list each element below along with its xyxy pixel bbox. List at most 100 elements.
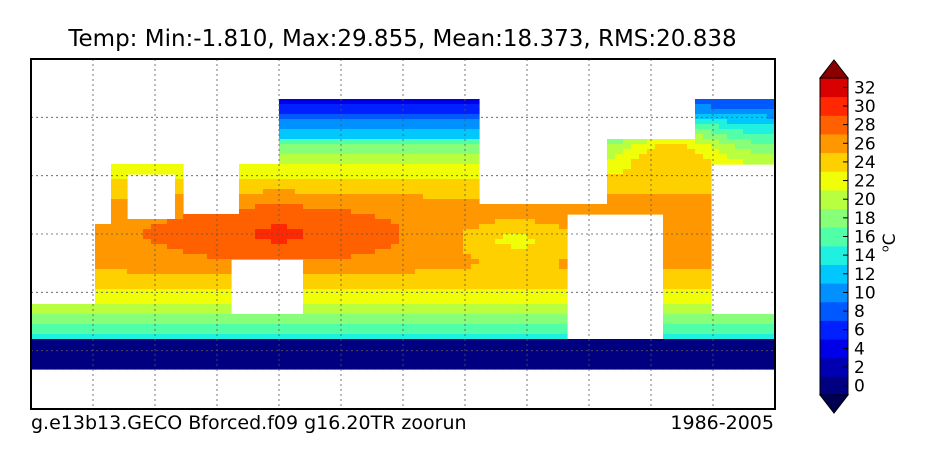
- sst-cell: [71, 349, 80, 355]
- sst-cell: [679, 244, 688, 250]
- sst-cell: [239, 164, 248, 170]
- sst-cell: [463, 129, 472, 135]
- sst-cell: [527, 339, 536, 345]
- sst-cell: [583, 359, 592, 365]
- sst-cell: [263, 334, 272, 340]
- sst-cell: [359, 264, 368, 270]
- sst-cell: [735, 119, 744, 125]
- sst-cell: [319, 99, 328, 105]
- sst-cell: [407, 194, 416, 200]
- sst-cell: [295, 124, 304, 130]
- sst-cell: [463, 359, 472, 365]
- sst-cell: [639, 174, 648, 180]
- sst-cell: [311, 139, 320, 145]
- sst-cell: [647, 364, 656, 370]
- sst-cell: [303, 129, 312, 135]
- sst-cell: [455, 284, 464, 290]
- sst-cell: [463, 204, 472, 210]
- sst-cell: [303, 284, 312, 290]
- sst-cell: [111, 219, 120, 225]
- sst-cell: [551, 299, 560, 305]
- sst-cell: [63, 359, 72, 365]
- sst-cell: [159, 284, 168, 290]
- sst-cell: [759, 124, 768, 130]
- sst-cell: [239, 224, 248, 230]
- sst-cell: [679, 359, 688, 365]
- sst-cell: [359, 289, 368, 295]
- sst-cell: [175, 304, 184, 310]
- sst-cell: [695, 264, 704, 270]
- sst-cell: [527, 244, 536, 250]
- sst-cell: [183, 289, 192, 295]
- sst-cell: [727, 109, 736, 115]
- sst-cell: [311, 204, 320, 210]
- sst-cell: [183, 259, 192, 265]
- sst-cell: [319, 219, 328, 225]
- sst-cell: [383, 269, 392, 275]
- sst-cell: [247, 219, 256, 225]
- sst-cell: [671, 364, 680, 370]
- sst-cell: [135, 239, 144, 245]
- sst-cell: [375, 154, 384, 160]
- sst-cell: [455, 119, 464, 125]
- sst-cell: [687, 249, 696, 255]
- sst-cell: [399, 199, 408, 205]
- sst-cell: [695, 284, 704, 290]
- sst-cell: [679, 219, 688, 225]
- sst-cell: [423, 174, 432, 180]
- sst-cell: [439, 274, 448, 280]
- sst-cell: [559, 329, 568, 335]
- sst-cell: [463, 194, 472, 200]
- sst-cell: [423, 334, 432, 340]
- colorbar-band: [820, 320, 848, 340]
- sst-cell: [511, 249, 520, 255]
- sst-cell: [703, 139, 712, 145]
- sst-cell: [487, 364, 496, 370]
- sst-cell: [319, 199, 328, 205]
- sst-cell: [623, 339, 632, 345]
- sst-cell: [407, 314, 416, 320]
- sst-cell: [311, 124, 320, 130]
- sst-cell: [695, 154, 704, 160]
- sst-cell: [135, 219, 144, 225]
- sst-cell: [647, 164, 656, 170]
- sst-cell: [463, 344, 472, 350]
- sst-cell: [191, 289, 200, 295]
- sst-cell: [407, 229, 416, 235]
- sst-cell: [663, 349, 672, 355]
- sst-cell: [399, 364, 408, 370]
- sst-cell: [183, 304, 192, 310]
- sst-cell: [247, 169, 256, 175]
- sst-cell: [271, 244, 280, 250]
- sst-cell: [671, 339, 680, 345]
- sst-cell: [623, 144, 632, 150]
- sst-cell: [727, 119, 736, 125]
- sst-cell: [471, 179, 480, 185]
- sst-cell: [143, 244, 152, 250]
- sst-cell: [367, 294, 376, 300]
- sst-cell: [359, 189, 368, 195]
- sst-cell: [551, 319, 560, 325]
- sst-cell: [695, 234, 704, 240]
- sst-cell: [439, 264, 448, 270]
- sst-cell: [271, 329, 280, 335]
- sst-cell: [103, 309, 112, 315]
- sst-cell: [287, 339, 296, 345]
- sst-cell: [287, 134, 296, 140]
- sst-cell: [695, 164, 704, 170]
- sst-cell: [543, 214, 552, 220]
- sst-cell: [639, 199, 648, 205]
- sst-cell: [447, 174, 456, 180]
- sst-cell: [127, 224, 136, 230]
- sst-cell: [159, 229, 168, 235]
- sst-cell: [655, 184, 664, 190]
- sst-cell: [695, 179, 704, 185]
- colorbar-tick-label: 24: [854, 153, 876, 173]
- sst-cell: [383, 339, 392, 345]
- sst-cell: [487, 244, 496, 250]
- sst-cell: [327, 344, 336, 350]
- sst-cell: [103, 354, 112, 360]
- sst-cell: [535, 344, 544, 350]
- sst-cell: [495, 279, 504, 285]
- sst-cell: [695, 159, 704, 165]
